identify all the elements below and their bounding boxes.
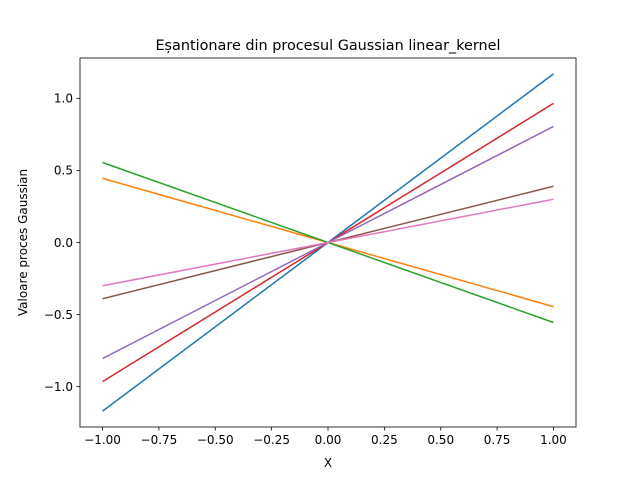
chart-title: Eșantionare din procesul Gaussian linear… bbox=[155, 38, 500, 54]
y-tick-label: 1.0 bbox=[54, 92, 73, 106]
x-tick-label: −0.75 bbox=[141, 433, 178, 447]
x-tick-label: −0.25 bbox=[253, 433, 290, 447]
x-tick-label: 0.75 bbox=[484, 433, 511, 447]
y-axis: −1.0 −0.5 0.0 0.5 1.0 bbox=[44, 92, 80, 394]
series-line-7 bbox=[102, 198, 554, 287]
x-tick-label: 1.00 bbox=[540, 433, 567, 447]
series-layer bbox=[102, 73, 554, 412]
y-axis-label: Valoare proces Gaussian bbox=[16, 169, 30, 316]
y-tick-label: −1.0 bbox=[44, 380, 73, 394]
x-axis: −1.00 −0.75 −0.50 −0.25 0.00 0.25 0.50 0.75 1.00 bbox=[84, 427, 567, 447]
y-tick-label: 0.5 bbox=[54, 164, 73, 178]
y-tick-label: −0.5 bbox=[44, 308, 73, 322]
x-tick-label: −1.00 bbox=[84, 433, 121, 447]
x-tick-label: 0.50 bbox=[427, 433, 454, 447]
x-tick-label: 0.25 bbox=[371, 433, 398, 447]
y-tick-label: 0.0 bbox=[54, 236, 73, 250]
x-axis-label: X bbox=[324, 456, 332, 470]
x-tick-label: 0.00 bbox=[315, 433, 342, 447]
x-tick-label: −0.50 bbox=[197, 433, 234, 447]
